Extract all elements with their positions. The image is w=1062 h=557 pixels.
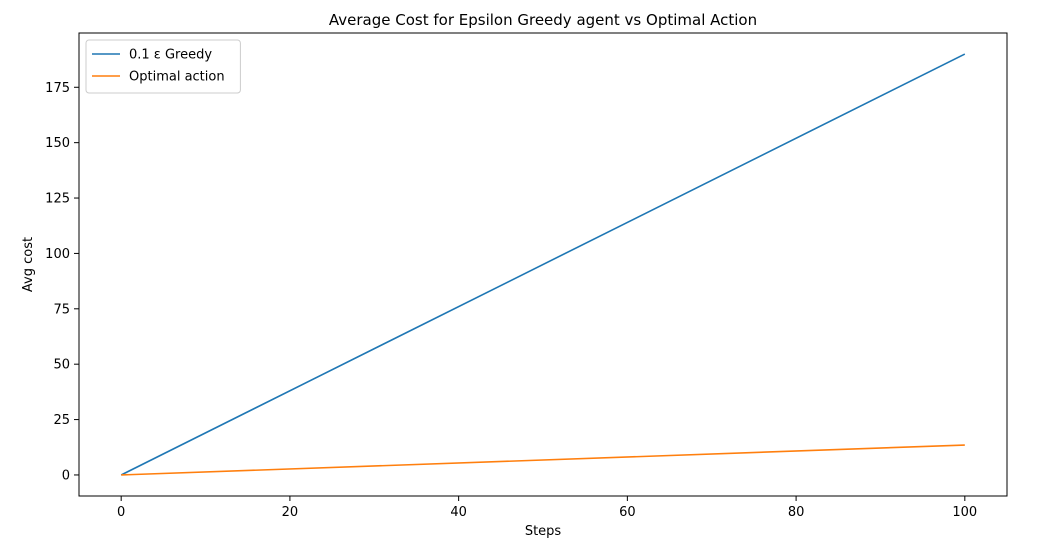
x-tick-label: 40 [450, 505, 467, 520]
y-tick-label: 0 [62, 468, 70, 483]
x-tick-label: 20 [282, 505, 299, 520]
x-tick-label: 60 [619, 505, 636, 520]
legend: 0.1 ε Greedy Optimal action [85, 39, 241, 94]
series-line-2 [121, 444, 965, 476]
y-tick-label: 25 [53, 413, 70, 428]
y-tick-label: 175 [45, 81, 70, 96]
y-tick-label: 75 [53, 302, 70, 317]
x-axis-label: Steps [525, 524, 562, 539]
chart-title: Average Cost for Epsilon Greedy agent vs… [329, 11, 757, 29]
x-tick-label: 80 [788, 505, 805, 520]
plot-area [120, 53, 966, 476]
x-axis: 0 20 40 60 80 100 [117, 496, 977, 520]
x-tick-label: 0 [117, 505, 125, 520]
y-axis-label: Avg cost [21, 237, 36, 292]
legend-label: Optimal action [129, 70, 225, 85]
x-tick-label: 100 [952, 505, 977, 520]
legend-label: 0.1 ε Greedy [129, 48, 212, 63]
y-tick-label: 50 [53, 358, 70, 373]
series-line-1 [120, 53, 966, 476]
y-tick-label: 150 [45, 136, 70, 151]
y-tick-label: 100 [45, 247, 70, 262]
legend-box [85, 39, 241, 94]
axes-frame [78, 32, 1008, 497]
y-axis: 0 25 50 75 100 125 150 175 [45, 81, 79, 483]
y-tick-label: 125 [45, 192, 70, 207]
